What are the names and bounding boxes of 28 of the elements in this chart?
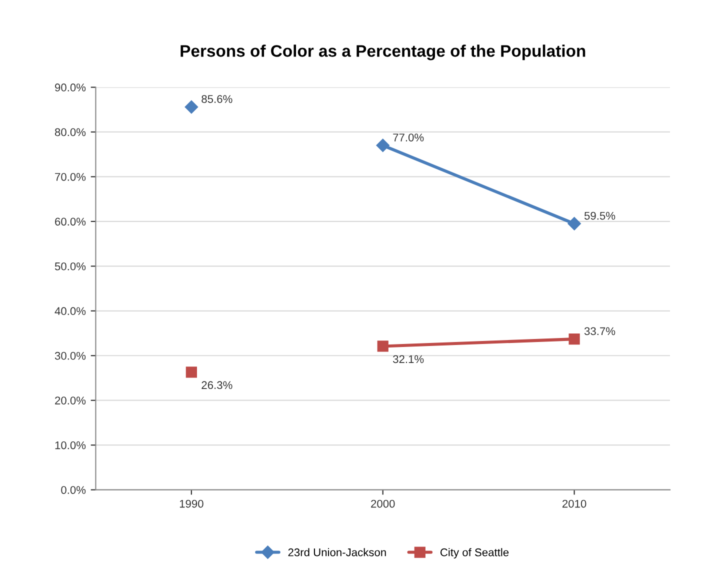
point xyxy=(186,366,197,378)
point xyxy=(568,334,580,345)
x-tick-label: 1990 xyxy=(180,500,204,508)
legend-label: City of Seattle xyxy=(440,548,509,558)
y-tick-label: 60.0% xyxy=(55,218,86,226)
y-tick-label: 10.0% xyxy=(55,441,86,450)
data-label: 33.7% xyxy=(584,327,616,336)
y-tick-label: 50.0% xyxy=(54,262,86,270)
x-tick-label: 2000 xyxy=(371,500,395,508)
point xyxy=(377,340,388,352)
data-label: 32.1% xyxy=(393,355,424,364)
y-tick-label: 90.0% xyxy=(55,84,86,92)
y-tick-label: 80.0% xyxy=(54,128,86,136)
x-tick-label: 2010 xyxy=(562,500,586,508)
data-label: 59.5% xyxy=(584,212,616,220)
data-label: 26.3% xyxy=(202,381,232,390)
y-tick-label: 0.0% xyxy=(61,486,86,494)
y-tick-label: 30.0% xyxy=(54,352,86,360)
y-tick-label: 40.0% xyxy=(54,307,86,316)
point xyxy=(184,100,198,114)
point xyxy=(568,217,581,230)
y-tick-label: 20.0% xyxy=(55,396,86,404)
point xyxy=(376,138,390,152)
chart-title: Persons of Color as a Percentage of the Population xyxy=(180,44,586,60)
legend-label: 23rd Union-Jackson xyxy=(288,548,386,556)
data-label: 85.6% xyxy=(202,95,232,103)
data-label: 77.0% xyxy=(393,134,424,142)
y-tick-label: 70.0% xyxy=(55,172,86,181)
